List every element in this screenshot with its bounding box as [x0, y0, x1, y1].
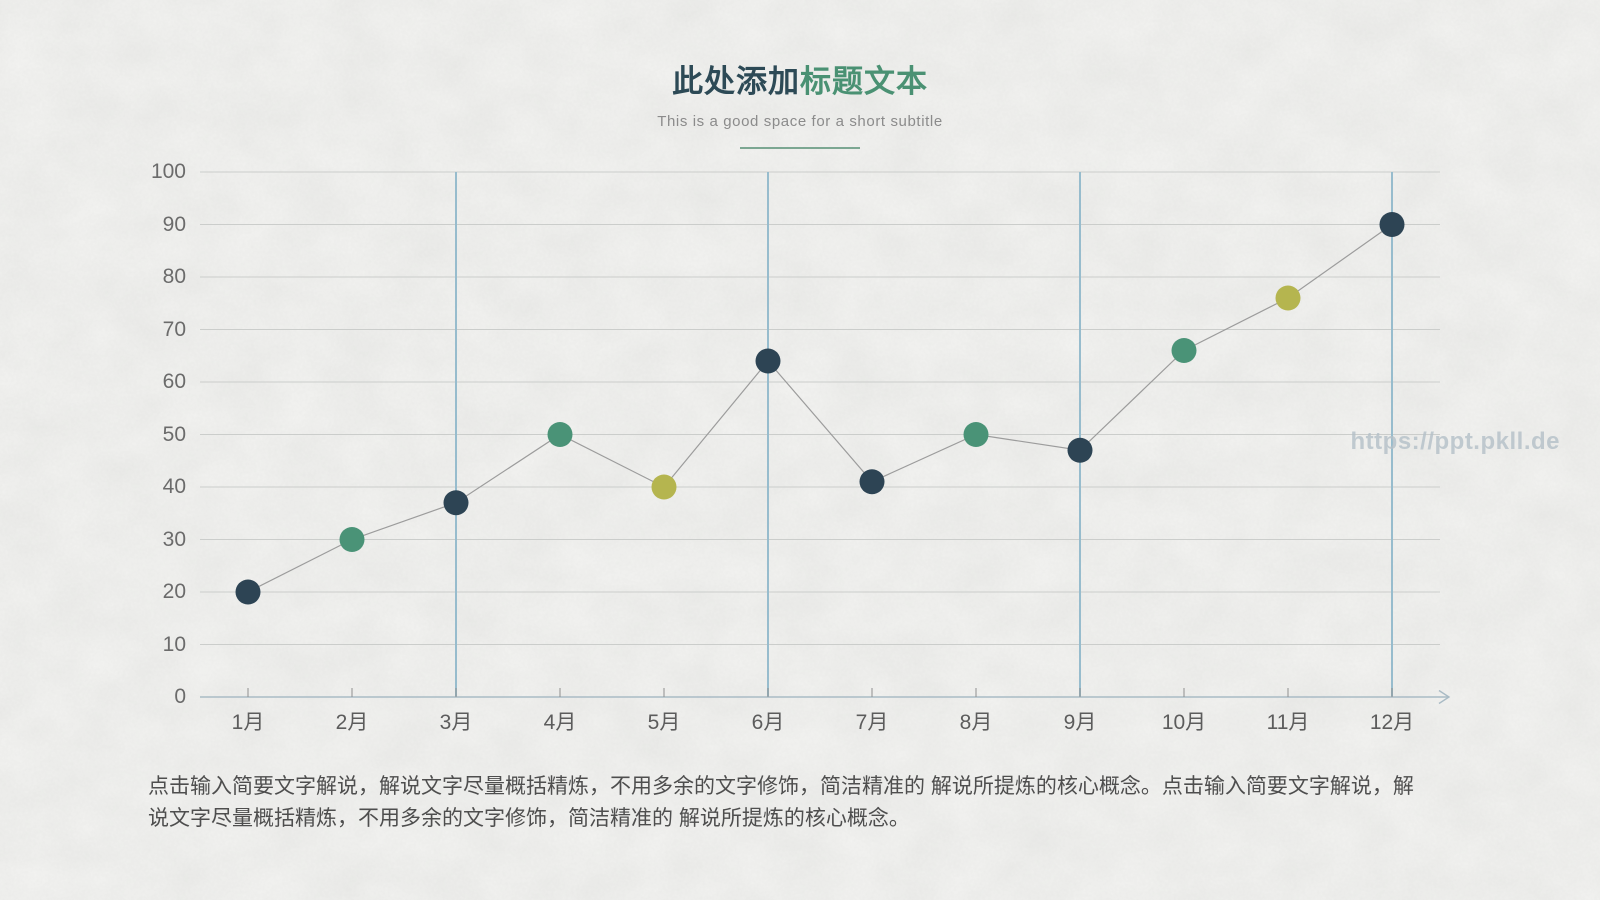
y-axis-label-70: 70: [162, 317, 186, 341]
data-point-4月: [547, 422, 573, 447]
data-point-11月: [1275, 285, 1301, 311]
data-point-9月: [1067, 437, 1093, 463]
x-axis-label-11月: 11月: [1266, 711, 1310, 734]
y-axis-label-90: 90: [162, 212, 186, 236]
x-axis-label-10月: 10月: [1161, 711, 1207, 734]
slide-subtitle: This is a good space for a short subtitl…: [657, 113, 943, 130]
data-point-10月: [1171, 338, 1197, 363]
y-axis-label-50: 50: [162, 422, 186, 446]
x-axis-label-1月: 1月: [231, 711, 265, 734]
y-axis-label-20: 20: [162, 580, 186, 603]
x-axis-label-8月: 8月: [959, 711, 993, 734]
y-axis-label-80: 80: [162, 265, 186, 288]
x-axis-label-4月: 4月: [543, 711, 577, 734]
x-axis-label-7月: 7月: [855, 711, 889, 734]
x-axis-label-3月: 3月: [439, 711, 473, 734]
slide-title: 此处添加标题文本: [0, 56, 1600, 101]
subtitle-underline: [740, 147, 860, 149]
slide-title-accent: 标题文本: [800, 64, 928, 99]
y-axis-label-30: 30: [162, 527, 186, 551]
data-point-7月: [859, 469, 885, 495]
data-point-1月: [235, 579, 261, 605]
description-text: 点击输入简要文字解说，解说文字尽量概括精炼，不用多余的文字修饰，简洁精准的 解说…: [148, 775, 1414, 830]
x-axis-label-9月: 9月: [1063, 711, 1097, 734]
y-axis-label-60: 60: [162, 370, 186, 393]
y-axis-label-10: 10: [162, 632, 186, 656]
x-axis-label-2月: 2月: [335, 711, 369, 734]
x-axis-label-12月: 12月: [1369, 711, 1415, 734]
data-point-3月: [443, 490, 469, 516]
slide-title-primary: 此处添加: [672, 64, 800, 99]
x-axis-label-5月: 5月: [647, 711, 681, 734]
header: 此处添加标题文本 This is a good space for a shor…: [0, 0, 1600, 149]
series-line: [247, 224, 1393, 593]
data-point-6月: [755, 348, 781, 374]
data-point-5月: [651, 474, 677, 500]
y-axis-label-40: 40: [162, 475, 186, 498]
y-axis-label-0: 0: [174, 685, 186, 708]
y-axis-label-100: 100: [150, 160, 186, 183]
watermark: https://ppt.pkll.de: [1350, 428, 1560, 455]
data-point-2月: [339, 527, 365, 552]
data-point-12月: [1379, 212, 1405, 237]
x-axis-label-6月: 6月: [751, 711, 785, 734]
data-point-8月: [963, 422, 989, 447]
